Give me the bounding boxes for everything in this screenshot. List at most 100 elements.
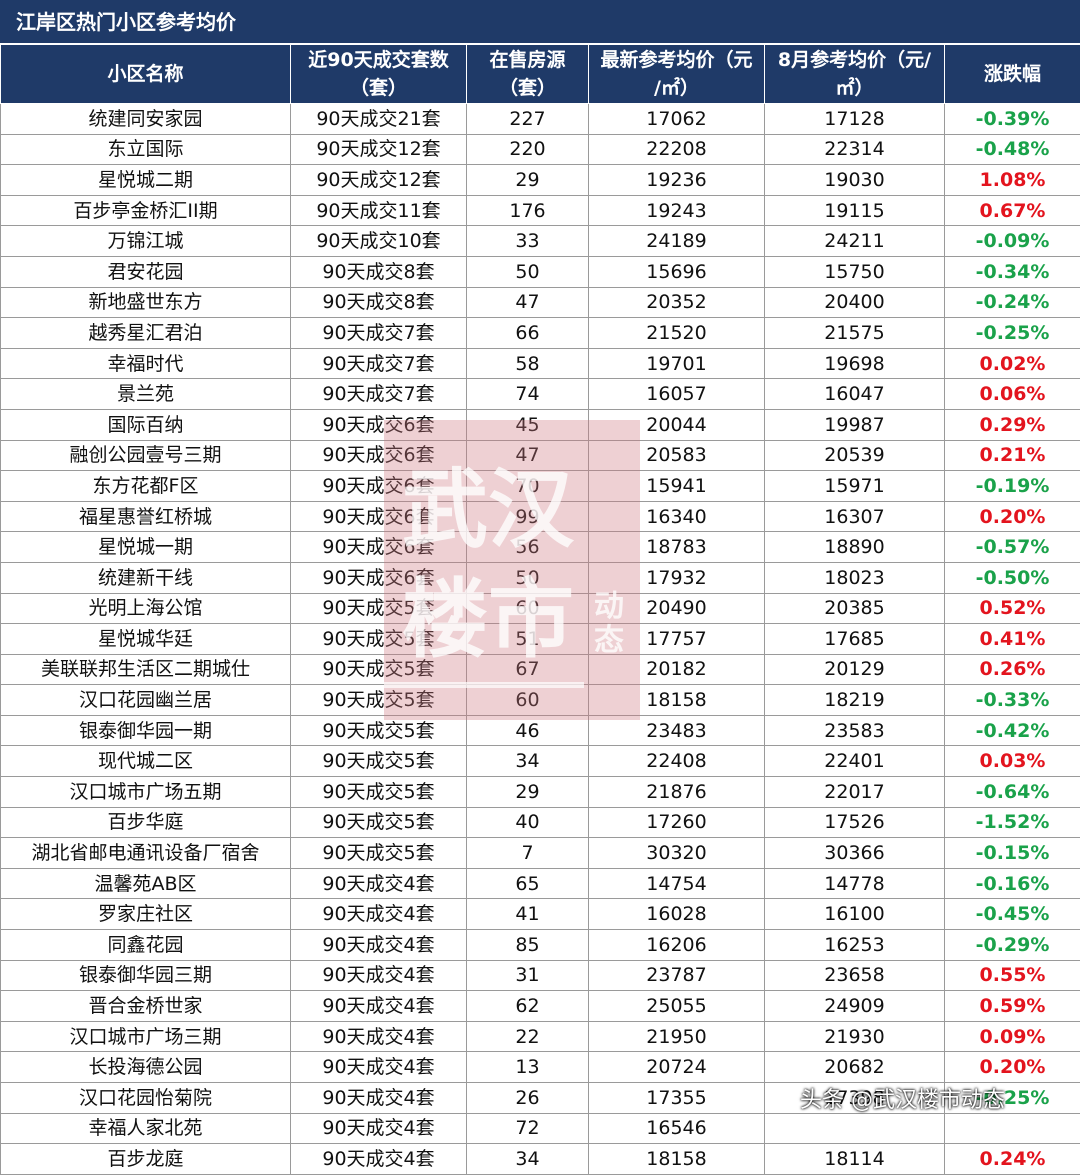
header-listings: 在售房源（套） <box>467 45 589 104</box>
cell-listings: 72 <box>467 1113 589 1144</box>
cell-deals-90d: 90天成交12套 <box>291 165 467 196</box>
cell-august-price: 19698 <box>765 348 945 379</box>
cell-name: 银泰御华园三期 <box>1 960 291 991</box>
cell-latest-price: 23787 <box>589 960 765 991</box>
cell-name: 幸福人家北苑 <box>1 1113 291 1144</box>
cell-change: 0.59% <box>945 991 1080 1022</box>
cell-listings: 74 <box>467 379 589 410</box>
cell-change: -0.33% <box>945 685 1080 716</box>
watermark-bar <box>384 682 584 688</box>
cell-august-price: 24909 <box>765 991 945 1022</box>
cell-listings: 33 <box>467 226 589 257</box>
cell-change: -0.29% <box>945 930 1080 961</box>
cell-august-price: 23583 <box>765 715 945 746</box>
cell-august-price: 20385 <box>765 593 945 624</box>
cell-august-price: 15971 <box>765 471 945 502</box>
cell-august-price: 17128 <box>765 104 945 135</box>
cell-latest-price: 22208 <box>589 134 765 165</box>
cell-deals-90d: 90天成交5套 <box>291 777 467 808</box>
cell-listings: 66 <box>467 318 589 349</box>
cell-deals-90d: 90天成交12套 <box>291 134 467 165</box>
cell-august-price: 18114 <box>765 1144 945 1175</box>
cell-change: -0.09% <box>945 226 1080 257</box>
cell-change: 0.02% <box>945 348 1080 379</box>
cell-deals-90d: 90天成交4套 <box>291 1021 467 1052</box>
cell-latest-price: 16546 <box>589 1113 765 1144</box>
cell-deals-90d: 90天成交4套 <box>291 960 467 991</box>
cell-listings: 220 <box>467 134 589 165</box>
cell-listings: 85 <box>467 930 589 961</box>
cell-name: 君安花园 <box>1 256 291 287</box>
cell-deals-90d: 90天成交4套 <box>291 1083 467 1114</box>
cell-change: -0.42% <box>945 715 1080 746</box>
cell-listings: 65 <box>467 868 589 899</box>
source-credit: 头条 @武汉楼市动态 <box>800 1082 1005 1114</box>
cell-change: 0.21% <box>945 440 1080 471</box>
cell-august-price: 16253 <box>765 930 945 961</box>
cell-latest-price: 17260 <box>589 807 765 838</box>
cell-deals-90d: 90天成交7套 <box>291 348 467 379</box>
cell-august-price: 16307 <box>765 501 945 532</box>
cell-change: -0.64% <box>945 777 1080 808</box>
cell-august-price <box>765 1113 945 1144</box>
cell-change: 0.29% <box>945 409 1080 440</box>
cell-august-price: 14778 <box>765 868 945 899</box>
cell-change: 0.09% <box>945 1021 1080 1052</box>
cell-name: 光明上海公馆 <box>1 593 291 624</box>
cell-august-price: 30366 <box>765 838 945 869</box>
header-change: 涨跌幅 <box>945 45 1080 104</box>
cell-latest-price: 17355 <box>589 1083 765 1114</box>
cell-listings: 40 <box>467 807 589 838</box>
cell-name: 百步华庭 <box>1 807 291 838</box>
cell-listings: 62 <box>467 991 589 1022</box>
cell-change: -0.24% <box>945 287 1080 318</box>
cell-august-price: 19030 <box>765 165 945 196</box>
cell-name: 温馨苑AB区 <box>1 868 291 899</box>
cell-change <box>945 1113 1080 1144</box>
cell-change: 0.20% <box>945 501 1080 532</box>
watermark-line1: 武汉 <box>402 460 574 560</box>
cell-change: -0.16% <box>945 868 1080 899</box>
cell-listings: 26 <box>467 1083 589 1114</box>
watermark-logo: 武汉 楼市 动态 <box>384 420 640 720</box>
cell-august-price: 19115 <box>765 195 945 226</box>
cell-listings: 50 <box>467 256 589 287</box>
cell-name: 幸福时代 <box>1 348 291 379</box>
cell-change: -0.48% <box>945 134 1080 165</box>
cell-august-price: 22401 <box>765 746 945 777</box>
cell-august-price: 19987 <box>765 409 945 440</box>
cell-latest-price: 15696 <box>589 256 765 287</box>
cell-august-price: 15750 <box>765 256 945 287</box>
cell-name: 长投海德公园 <box>1 1052 291 1083</box>
cell-latest-price: 19236 <box>589 165 765 196</box>
cell-name: 汉口城市广场五期 <box>1 777 291 808</box>
cell-listings: 47 <box>467 287 589 318</box>
cell-name: 银泰御华园一期 <box>1 715 291 746</box>
header-name: 小区名称 <box>1 45 291 104</box>
cell-deals-90d: 90天成交4套 <box>291 868 467 899</box>
cell-listings: 29 <box>467 165 589 196</box>
cell-august-price: 20682 <box>765 1052 945 1083</box>
cell-august-price: 21930 <box>765 1021 945 1052</box>
cell-august-price: 24211 <box>765 226 945 257</box>
cell-change: 1.08% <box>945 165 1080 196</box>
cell-name: 景兰苑 <box>1 379 291 410</box>
cell-name: 现代城二区 <box>1 746 291 777</box>
cell-name: 福星惠誉红桥城 <box>1 501 291 532</box>
cell-latest-price: 18158 <box>589 1144 765 1175</box>
cell-listings: 29 <box>467 777 589 808</box>
cell-august-price: 18219 <box>765 685 945 716</box>
cell-listings: 31 <box>467 960 589 991</box>
